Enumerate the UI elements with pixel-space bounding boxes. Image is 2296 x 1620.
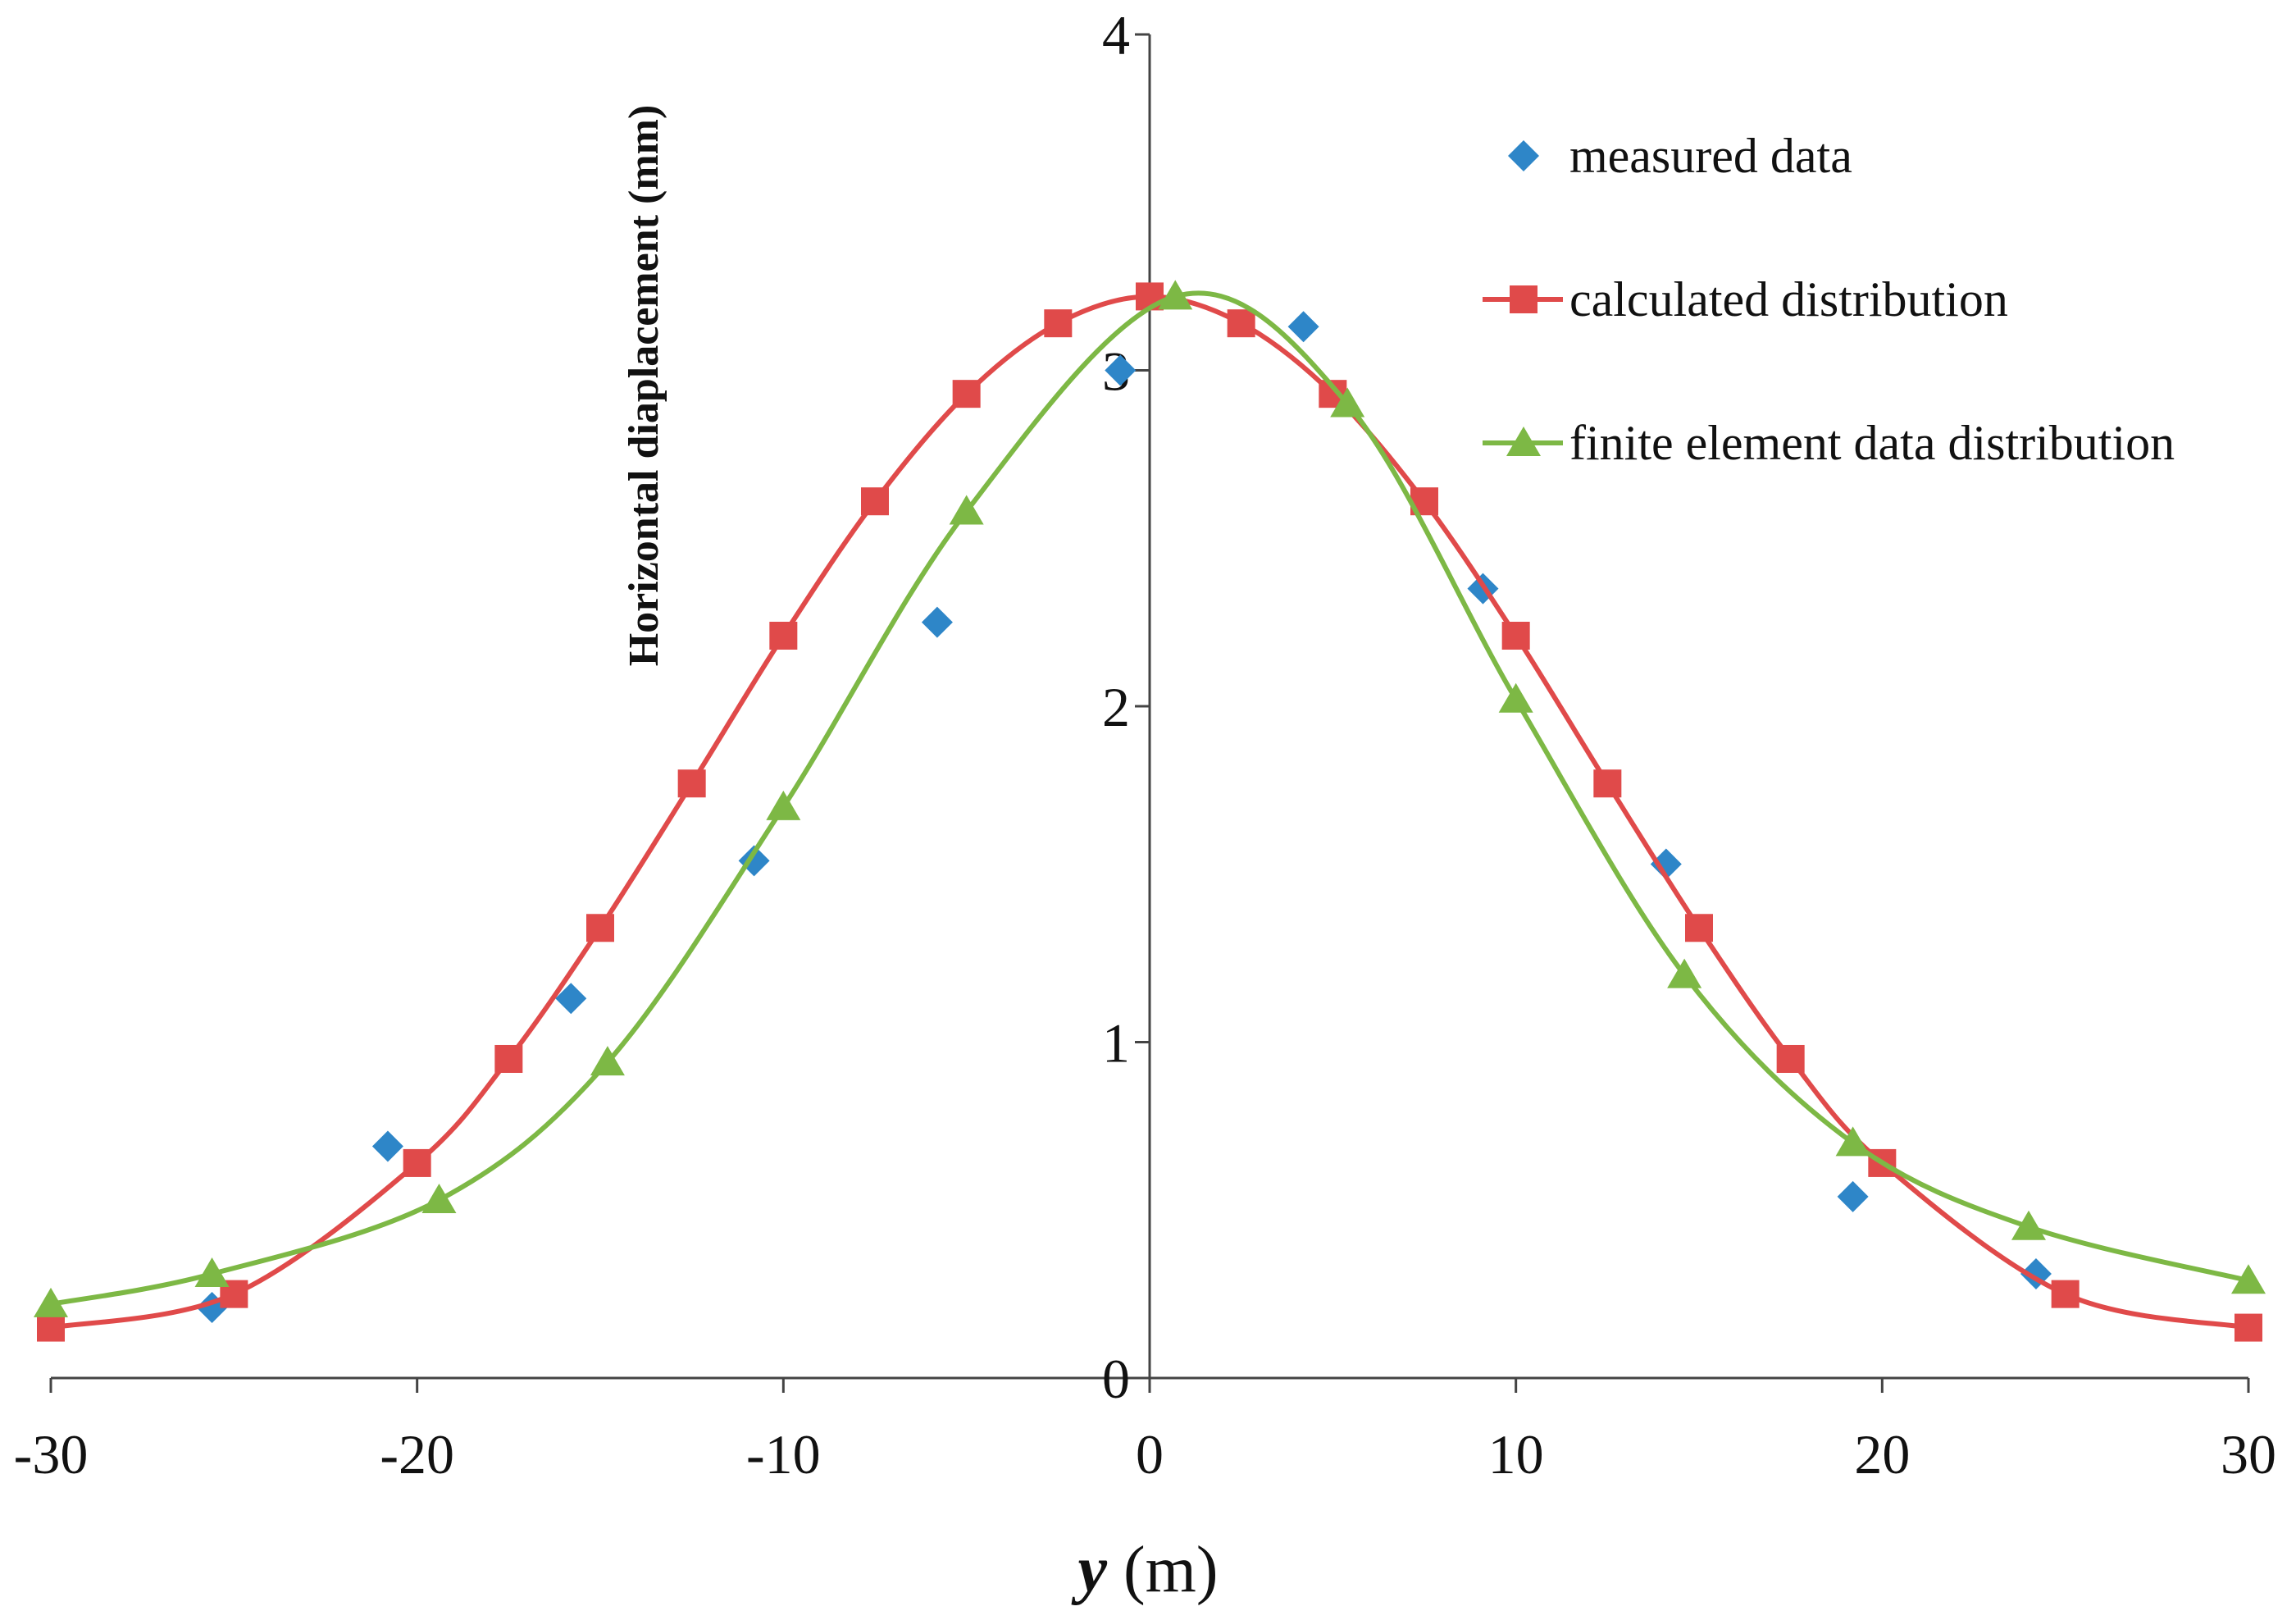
- data-point-finite: [2011, 1210, 2046, 1240]
- data-point-calculated: [403, 1148, 431, 1177]
- data-point-measured: [1287, 311, 1319, 343]
- data-point-finite: [421, 1183, 457, 1213]
- legend-entry-calculated: calculated distribution: [1483, 272, 2008, 326]
- data-point-calculated: [769, 622, 798, 650]
- data-point-finite: [766, 790, 801, 820]
- x-axis-title-variable: y: [1070, 1534, 1107, 1606]
- legend-label-finite: finite element data distribution: [1569, 416, 2175, 470]
- data-point-finite: [590, 1046, 625, 1076]
- data-point-calculated: [677, 769, 706, 798]
- series-finite: [34, 280, 2266, 1317]
- data-point-measured: [1650, 848, 1682, 880]
- data-point-measured: [1837, 1180, 1869, 1212]
- x-tick-label: -30: [14, 1423, 89, 1485]
- x-axis-title: y (m): [1070, 1534, 1218, 1606]
- data-point-calculated: [1044, 309, 1073, 338]
- x-tick-label: 20: [1854, 1423, 1910, 1485]
- legend-entry-finite: finite element data distribution: [1483, 416, 2175, 470]
- data-point-measured: [371, 1130, 403, 1162]
- legend-marker-measured: [1508, 140, 1539, 171]
- y-tick-label: 0: [1102, 1348, 1130, 1410]
- data-point-calculated: [952, 380, 981, 408]
- legend-marker-finite: [1506, 427, 1541, 456]
- data-point-measured: [1105, 354, 1137, 386]
- data-point-measured: [555, 983, 587, 1015]
- data-point-finite: [1158, 280, 1193, 310]
- data-point-calculated: [1685, 914, 1713, 942]
- series-layer: [34, 280, 2266, 1342]
- data-point-finite: [1498, 682, 1533, 713]
- data-point-finite: [34, 1287, 68, 1317]
- data-point-calculated: [1593, 769, 1622, 798]
- legend-marker-calculated: [1510, 285, 1538, 313]
- data-point-calculated: [37, 1313, 65, 1342]
- legend-label-measured: measured data: [1569, 129, 1852, 183]
- data-point-calculated: [1501, 622, 1530, 650]
- data-point-calculated: [586, 914, 614, 942]
- x-tick-label: -10: [746, 1423, 821, 1485]
- data-point-finite: [1835, 1126, 1870, 1157]
- x-tick-label: 10: [1488, 1423, 1544, 1485]
- legend-entry-measured: measured data: [1508, 129, 1852, 183]
- legend-label-calculated: calculated distribution: [1569, 272, 2008, 326]
- data-point-calculated: [1776, 1044, 1805, 1073]
- data-point-calculated: [2234, 1313, 2262, 1342]
- data-point-calculated: [1227, 309, 1255, 338]
- data-point-finite: [1330, 387, 1365, 418]
- y-tick-label: 1: [1102, 1012, 1130, 1075]
- y-axis-title: Horizontal diaplacement (mm): [621, 105, 667, 667]
- data-point-measured: [921, 606, 953, 638]
- x-tick-label: 30: [2221, 1423, 2276, 1485]
- y-tick-label: 2: [1102, 676, 1130, 738]
- data-point-calculated: [2051, 1280, 2080, 1308]
- data-point-calculated: [494, 1044, 523, 1073]
- data-point-finite: [2231, 1264, 2266, 1294]
- axes: -30-20-10010203001234: [14, 4, 2276, 1485]
- data-point-calculated: [861, 487, 889, 516]
- data-point-finite: [194, 1257, 230, 1288]
- series-calculated: [37, 282, 2262, 1342]
- y-tick-label: 4: [1102, 4, 1130, 66]
- x-tick-label: -20: [380, 1423, 454, 1485]
- x-axis-title-unit: (m): [1107, 1534, 1219, 1606]
- x-tick-label: 0: [1136, 1423, 1164, 1485]
- data-point-finite: [1667, 958, 1702, 988]
- data-point-finite: [949, 495, 984, 525]
- legend: measured data calculated distribution fini…: [1483, 129, 2175, 470]
